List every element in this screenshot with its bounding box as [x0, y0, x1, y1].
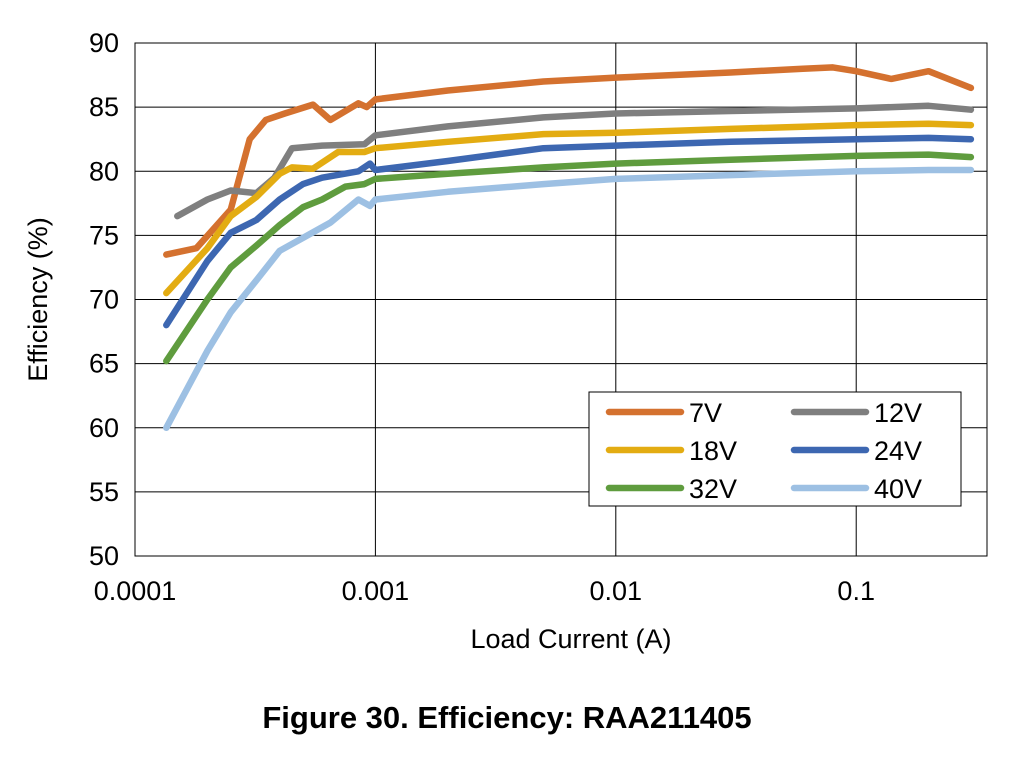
legend-label-18v: 18V	[689, 436, 737, 466]
legend-label-40v: 40V	[874, 474, 922, 504]
legend-label-32v: 32V	[689, 474, 737, 504]
x-tick-label: 0.001	[342, 576, 410, 606]
y-tick-label: 70	[89, 285, 119, 315]
y-tick-label: 50	[89, 541, 119, 571]
series-lines	[163, 64, 975, 432]
series-line-24v	[163, 134, 975, 329]
efficiency-chart: 50 55 60 65 70 75 80 85 90 0.0001 0.001 0.01 0.1 7V…	[23, 28, 988, 654]
series-line-40v	[163, 166, 975, 432]
x-tick-label: 0.1	[837, 576, 875, 606]
x-tick-label: 0.01	[590, 576, 643, 606]
legend: 7V 12V 18V 24V 32V 40V	[588, 391, 962, 507]
series-line-32v	[163, 151, 975, 365]
legend-label-24v: 24V	[874, 436, 922, 466]
x-axis-title: Load Current (A)	[470, 624, 671, 654]
series-line-12v	[174, 102, 975, 220]
x-tick-label: 0.0001	[94, 576, 177, 606]
y-tick-label: 65	[89, 349, 119, 379]
y-tick-labels: 50 55 60 65 70 75 80 85 90	[89, 28, 119, 571]
legend-label-12v: 12V	[874, 398, 922, 428]
y-tick-label: 80	[89, 156, 119, 186]
y-axis-title: Efficiency (%)	[23, 217, 53, 382]
series-line-7v	[163, 64, 975, 258]
y-tick-label: 85	[89, 92, 119, 122]
figure-caption: Figure 30. Efficiency: RAA211405	[262, 700, 752, 735]
y-tick-label: 60	[89, 413, 119, 443]
y-tick-label: 90	[89, 28, 119, 58]
x-tick-labels: 0.0001 0.001 0.01 0.1	[94, 576, 875, 606]
y-tick-label: 55	[89, 477, 119, 507]
series-line-18v	[163, 120, 975, 297]
y-tick-label: 75	[89, 220, 119, 250]
legend-label-7v: 7V	[689, 398, 722, 428]
